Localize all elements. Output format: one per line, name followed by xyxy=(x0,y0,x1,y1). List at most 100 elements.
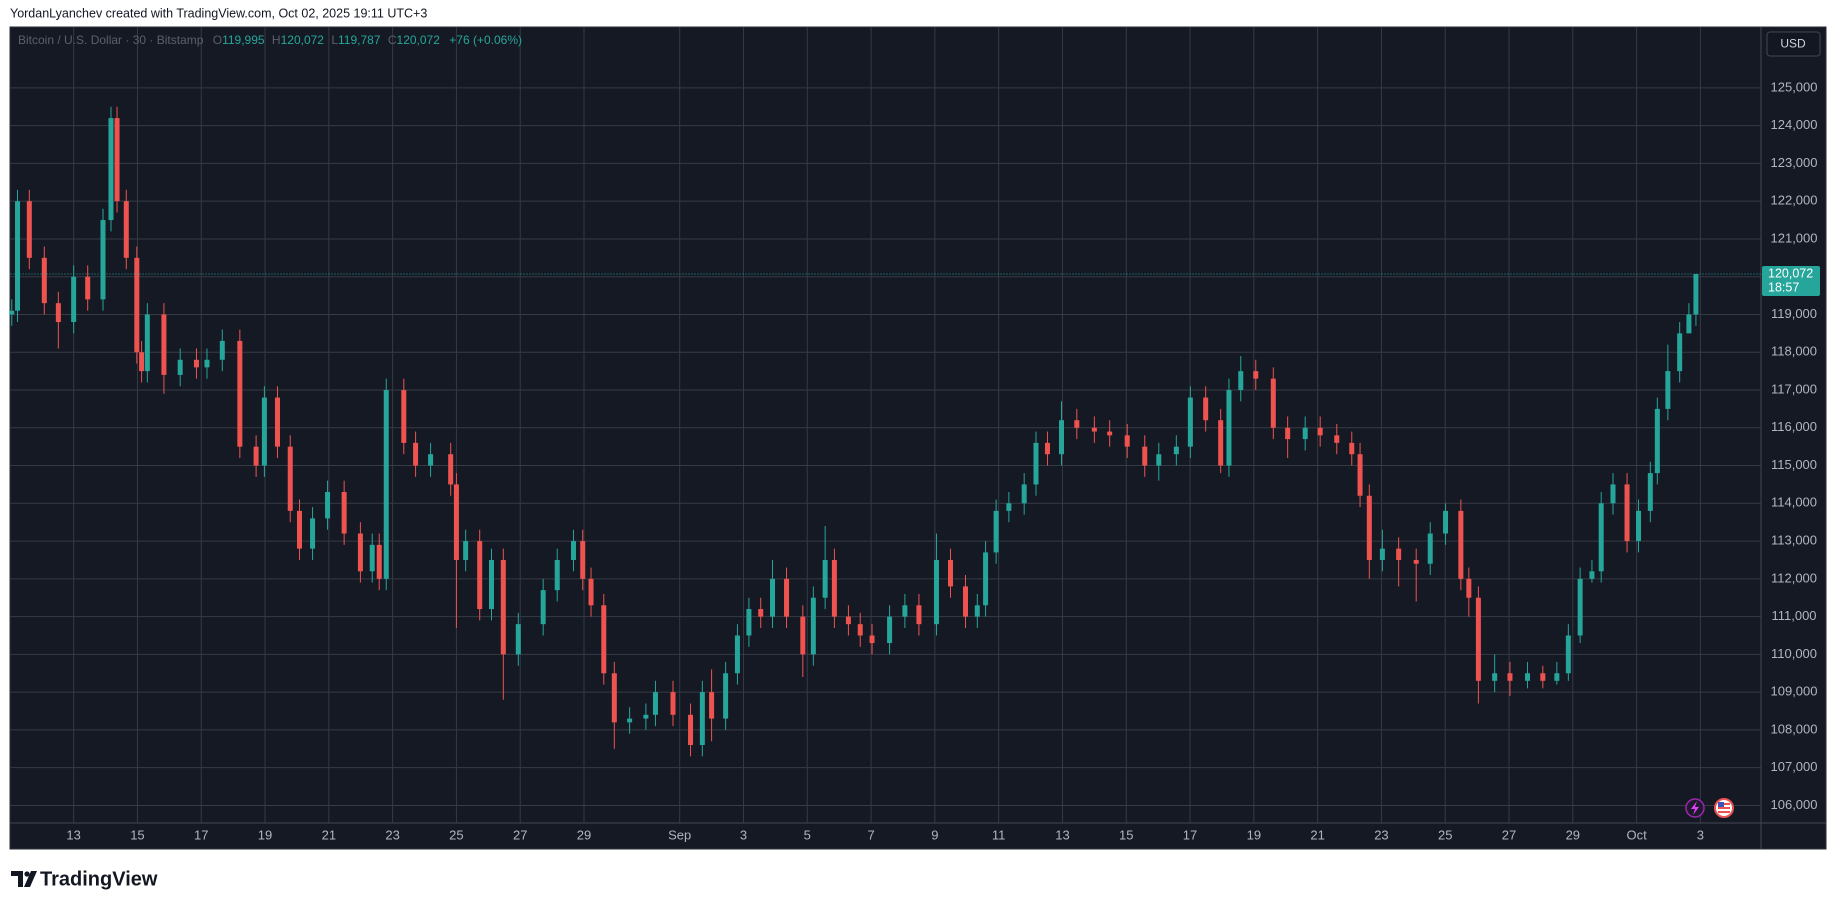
x-tick-label: 25 xyxy=(1438,827,1452,842)
candle-body xyxy=(1033,442,1039,485)
x-tick-label: 17 xyxy=(194,827,208,842)
x-tick-label: 3 xyxy=(740,827,747,842)
x-tick-label: 29 xyxy=(1566,827,1580,842)
x-tick-label: 9 xyxy=(931,827,938,842)
candle-body xyxy=(1203,397,1209,421)
candle-body xyxy=(800,616,806,655)
x-tick-label: 3 xyxy=(1697,827,1704,842)
candle-body xyxy=(822,559,828,598)
candle-body xyxy=(540,590,546,625)
x-tick-label: 29 xyxy=(577,827,591,842)
candle-body xyxy=(204,359,210,368)
candle-body xyxy=(1540,673,1546,681)
candle-body xyxy=(1270,378,1276,428)
x-tick-label: 13 xyxy=(66,827,80,842)
candle-body xyxy=(500,559,506,655)
event-icons xyxy=(1685,798,1734,818)
candle-body xyxy=(652,692,658,715)
x-tick-label: 27 xyxy=(1502,827,1516,842)
candle-body xyxy=(139,352,145,372)
legend-low: 119,787 xyxy=(338,33,381,47)
legend-close: 120,072 xyxy=(397,33,441,47)
candle-body xyxy=(643,714,649,719)
x-tick-label: Oct xyxy=(1626,827,1647,842)
candle-body xyxy=(369,544,375,572)
y-tick-label: 116,000 xyxy=(1771,419,1817,434)
candle-body xyxy=(869,635,875,644)
x-tick-label: 19 xyxy=(258,827,272,842)
candle-body xyxy=(1107,431,1113,436)
candle-body xyxy=(1577,578,1583,636)
y-tick-label: 121,000 xyxy=(1771,230,1818,245)
candle-body xyxy=(55,303,61,323)
y-tick-label: 111,000 xyxy=(1771,608,1816,623)
countdown-label: 18:57 xyxy=(1768,280,1799,294)
legend-h-label: H xyxy=(272,33,281,47)
candle-body xyxy=(1349,442,1355,455)
candle-body xyxy=(253,446,259,466)
y-tick-label: 109,000 xyxy=(1771,684,1818,699)
candle-body xyxy=(993,510,999,553)
x-tick-label: 17 xyxy=(1183,827,1197,842)
candle-body xyxy=(845,616,851,625)
candle-body xyxy=(1357,454,1363,496)
x-tick-label: Sep xyxy=(668,827,691,842)
candle-body xyxy=(357,533,363,572)
candle-body xyxy=(709,692,715,719)
currency-label[interactable]: USD xyxy=(1780,37,1806,51)
y-tick-label: 112,000 xyxy=(1771,570,1817,585)
x-tick-label: 15 xyxy=(130,827,144,842)
candle-body xyxy=(962,586,968,617)
candle-body xyxy=(237,340,243,447)
candle-body xyxy=(296,510,302,549)
y-tick-label: 122,000 xyxy=(1771,193,1818,208)
candle-body xyxy=(1598,503,1604,572)
legend-c-label: C xyxy=(388,33,397,47)
candle-body xyxy=(983,552,989,606)
y-tick-label: 125,000 xyxy=(1771,79,1818,94)
currency-button[interactable] xyxy=(1766,31,1821,57)
candle-body xyxy=(1059,420,1065,455)
candle-body xyxy=(770,578,776,617)
candle-body xyxy=(831,559,837,617)
flag-stripe xyxy=(1718,811,1730,813)
candle-body xyxy=(734,635,740,674)
legend-change: +76 (+0.06%) xyxy=(449,33,522,47)
candle-body xyxy=(26,201,32,258)
candle-body xyxy=(274,397,280,447)
candle-body xyxy=(1091,427,1097,432)
x-tick-label: 7 xyxy=(867,827,874,842)
x-tick-label: 21 xyxy=(1310,827,1324,842)
candle-body xyxy=(1142,446,1148,466)
candle-body xyxy=(1554,673,1560,681)
candle-body xyxy=(161,314,167,375)
candle-body xyxy=(1379,548,1385,560)
candle-body xyxy=(287,446,293,511)
logo-mark xyxy=(11,871,23,887)
footer-brand: TradingView xyxy=(40,868,158,890)
candle-body xyxy=(1317,427,1323,436)
x-tick-label: 23 xyxy=(1374,827,1388,842)
candle-body xyxy=(1507,673,1513,681)
candle-body xyxy=(1187,397,1193,447)
lightning-bolt xyxy=(1691,801,1699,815)
candle-body xyxy=(376,544,382,579)
candle-body xyxy=(1226,390,1232,466)
candle-body xyxy=(974,605,980,617)
candle-body xyxy=(177,359,183,375)
candle-body xyxy=(1475,597,1481,681)
x-tick-label: 13 xyxy=(1055,827,1069,842)
candle-body xyxy=(100,220,106,300)
candle-body xyxy=(627,718,633,723)
candle-body xyxy=(108,118,114,221)
candle-body xyxy=(413,442,419,466)
candle-body xyxy=(453,484,459,560)
chart-frame xyxy=(9,26,1827,850)
candle-body xyxy=(41,257,47,304)
header-text: YordanLyanchev created with TradingView.… xyxy=(10,6,427,20)
candle-body xyxy=(1458,510,1464,579)
candle-body xyxy=(114,118,120,202)
candle-body xyxy=(1238,371,1244,391)
candle-body xyxy=(325,491,331,519)
candle-body xyxy=(588,578,594,606)
